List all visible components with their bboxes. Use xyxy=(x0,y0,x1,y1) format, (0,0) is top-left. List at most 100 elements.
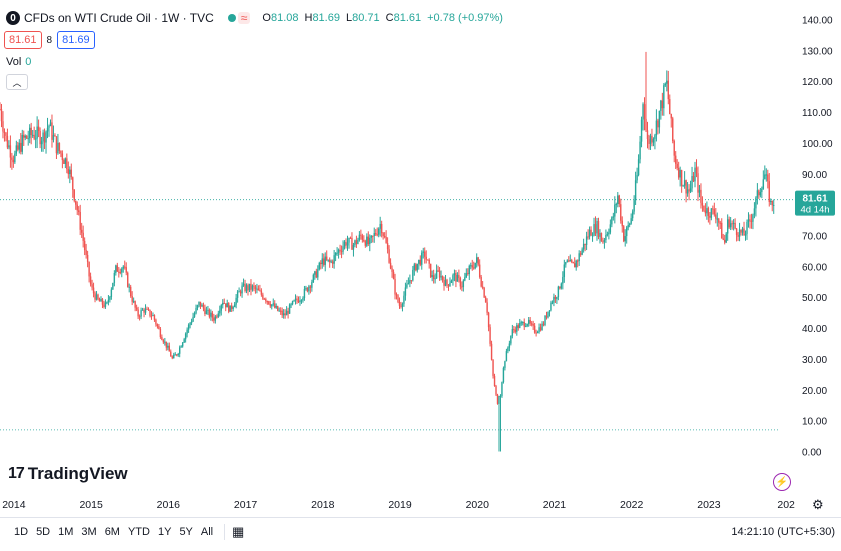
candle-body xyxy=(149,309,151,316)
market-status[interactable]: ≈ xyxy=(227,12,251,24)
candle-body xyxy=(486,302,488,313)
candle-body xyxy=(728,219,730,228)
candle-body xyxy=(14,153,16,163)
candle-body xyxy=(263,298,266,300)
range-button-3m[interactable]: 3M xyxy=(81,526,97,538)
candle-body xyxy=(750,220,753,222)
candle-body xyxy=(300,300,303,302)
x-tick-label: 2018 xyxy=(311,499,335,511)
candle-body xyxy=(511,329,514,336)
tradingview-watermark[interactable]: 17 TradingView xyxy=(8,464,128,484)
symbol-title[interactable]: CFDs on WTI Crude Oil · 1W · TVC xyxy=(24,11,214,25)
candle-body xyxy=(649,135,652,144)
range-button-6m[interactable]: 6M xyxy=(104,526,120,538)
candle-body xyxy=(517,325,519,328)
candle-body xyxy=(232,307,234,309)
range-button-5d[interactable]: 5D xyxy=(36,526,51,538)
candle-body xyxy=(657,120,659,128)
candle-body xyxy=(655,120,658,136)
candle-body xyxy=(591,235,594,237)
candle-body xyxy=(539,327,542,331)
candle-body xyxy=(529,319,531,324)
range-button-1y[interactable]: 1Y xyxy=(157,526,172,538)
candle-body xyxy=(75,200,77,205)
candle-body xyxy=(235,297,237,305)
candle-body xyxy=(78,210,80,212)
candle-body xyxy=(386,243,389,250)
candle-body xyxy=(416,263,419,271)
candle-body xyxy=(609,224,612,233)
candle-body xyxy=(639,141,641,160)
candle-body xyxy=(526,324,528,326)
volume-legend[interactable]: Vol 0 xyxy=(6,56,31,68)
candle-body xyxy=(141,309,144,311)
candle-body xyxy=(576,260,579,262)
candle-body xyxy=(707,208,710,216)
candle-body xyxy=(85,250,87,255)
candle-body xyxy=(618,195,620,205)
candle-body xyxy=(404,287,407,296)
candle-body xyxy=(238,291,240,293)
candle-body xyxy=(734,222,736,229)
candle-body xyxy=(755,197,757,209)
candle-body xyxy=(308,286,310,292)
range-button-1m[interactable]: 1M xyxy=(58,526,74,538)
price-chart[interactable]: 140.00 130.00 120.00 110.00 100.00 90.00 8 0.00… xyxy=(0,0,841,517)
candle-body xyxy=(431,275,433,277)
candle-body xyxy=(51,122,53,140)
candle-body xyxy=(336,252,338,254)
candle-body xyxy=(294,298,297,301)
candle-body xyxy=(213,317,215,321)
candle-body xyxy=(164,341,166,343)
candle-body xyxy=(422,251,424,253)
candle-body xyxy=(331,261,334,264)
candle-body xyxy=(124,266,126,268)
candle-body xyxy=(771,200,773,206)
calendar-icon[interactable]: ▦ xyxy=(232,524,245,539)
candle-body xyxy=(121,268,123,273)
volume-value: 0 xyxy=(25,56,32,68)
clock-timezone[interactable]: 14:21:10 (UTC+5:30) xyxy=(731,526,835,538)
range-button-ytd[interactable]: YTD xyxy=(127,526,150,538)
range-button-all[interactable]: All xyxy=(200,526,214,538)
sell-button[interactable]: 81.61 xyxy=(4,31,42,49)
candle-body xyxy=(223,302,225,304)
candle-body xyxy=(211,312,214,318)
trade-buttons: 81.61 8 81.69 xyxy=(4,31,95,49)
candle-body xyxy=(6,135,9,148)
candle-body xyxy=(664,83,667,86)
candle-body xyxy=(505,351,508,362)
candle-body xyxy=(247,285,249,291)
range-button-5y[interactable]: 5Y xyxy=(179,526,193,538)
candle-body xyxy=(520,322,522,324)
candle-body xyxy=(27,138,29,140)
candle-body xyxy=(135,307,138,310)
candle-body xyxy=(198,301,200,306)
candle-body xyxy=(753,208,756,215)
candle-body xyxy=(437,270,439,272)
candle-body xyxy=(26,135,28,139)
buy-button[interactable]: 81.69 xyxy=(57,31,95,49)
market-open-icon xyxy=(227,14,236,22)
candle-body xyxy=(560,283,563,289)
chevron-up-icon: ︿ xyxy=(12,77,22,88)
range-button-1d[interactable]: 1D xyxy=(14,526,29,538)
collapse-legend-button[interactable]: ︿ xyxy=(6,74,28,90)
candle-body xyxy=(773,204,775,206)
candle-body xyxy=(54,135,56,137)
candle-body xyxy=(718,218,720,223)
candle-body xyxy=(553,296,555,303)
candle-body xyxy=(695,167,698,174)
bottom-toolbar: 1D 5D 1M 3M 6M YTD 1Y 5Y All ▦ 14:21:10 (UTC+5:3… xyxy=(0,517,841,551)
candle-body xyxy=(535,332,537,334)
gear-icon[interactable]: ⚙ xyxy=(812,497,824,512)
candle-body xyxy=(688,189,690,192)
y-tick-label: 60.00 xyxy=(802,262,827,273)
candle-body xyxy=(245,285,248,291)
candle-body xyxy=(290,304,292,306)
candle-body xyxy=(201,304,203,307)
bolt-icon[interactable]: ⚡ xyxy=(773,473,791,491)
candle-body xyxy=(202,304,205,309)
symbol-logo-icon[interactable]: 0 xyxy=(6,11,20,25)
candle-body xyxy=(173,354,175,359)
